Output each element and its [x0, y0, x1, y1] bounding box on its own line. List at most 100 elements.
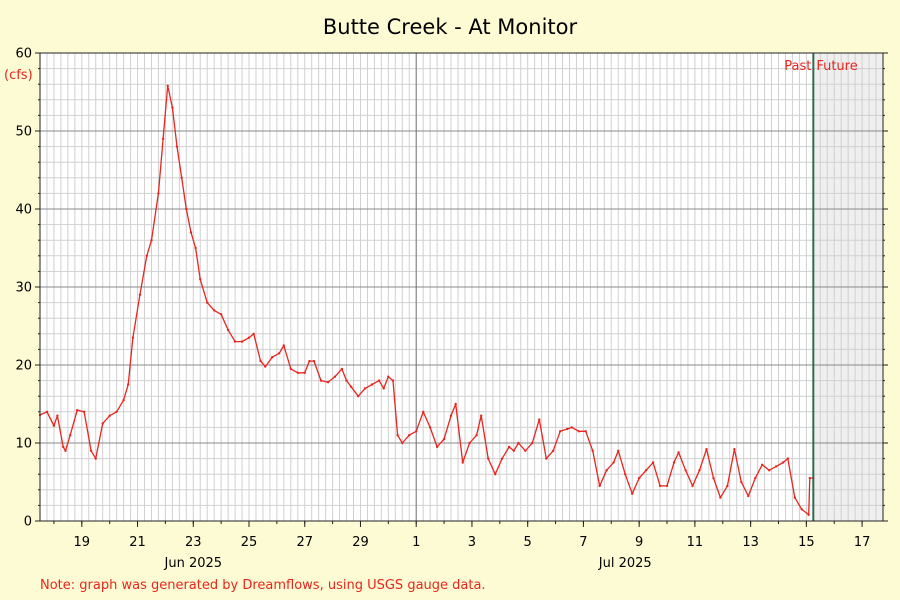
x-tick-label: 9 — [635, 535, 643, 550]
x-tick-label: 21 — [129, 535, 146, 550]
future-label: Future — [816, 59, 857, 74]
flow-data-point — [512, 449, 515, 452]
flow-data-point — [303, 371, 306, 374]
flow-data-point — [161, 137, 165, 140]
flow-data-point — [591, 449, 594, 452]
flow-data-point — [194, 246, 197, 250]
flow-data-point — [598, 484, 601, 488]
flow-data-point — [199, 278, 202, 281]
flow-data-point — [401, 441, 404, 445]
flow-data-point — [382, 387, 385, 390]
flow-data-point — [171, 106, 174, 109]
y-tick-label: 60 — [15, 47, 32, 62]
flow-data-point — [252, 332, 255, 335]
x-tick-label: 1 — [412, 535, 420, 550]
flow-data-point — [631, 492, 634, 495]
flow-data-point — [377, 379, 381, 382]
flow-data-point — [259, 359, 262, 363]
flow-data-point — [396, 434, 399, 437]
flow-data-point — [517, 441, 520, 445]
flow-data-point — [150, 239, 153, 242]
flow-data-point — [712, 476, 715, 480]
y-axis-unit-label: (cfs) — [4, 68, 33, 83]
flow-data-point — [138, 293, 142, 296]
x-tick-label: 19 — [74, 535, 91, 550]
flow-data-point — [461, 461, 464, 464]
flow-data-point — [808, 476, 811, 480]
x-tick-label: 15 — [798, 535, 815, 550]
flow-data-point — [115, 410, 118, 413]
flow-data-point — [584, 430, 587, 433]
flow-data-point — [289, 367, 292, 371]
flow-data-point — [415, 430, 418, 433]
past-label: Past — [784, 59, 811, 74]
flow-data-point — [781, 461, 785, 464]
x-tick-label: 3 — [468, 535, 476, 550]
flow-data-point — [480, 414, 483, 417]
flow-data-point — [442, 437, 446, 441]
flow-data-point — [684, 469, 687, 472]
flow-data-point — [605, 469, 608, 472]
flow-data-point — [612, 461, 615, 464]
flow-data-point — [500, 457, 504, 460]
y-tick-label: 40 — [15, 203, 32, 218]
flow-data-point — [487, 457, 490, 460]
x-tick-label: 13 — [742, 535, 759, 550]
flow-data-point — [570, 426, 573, 429]
flow-data-point — [638, 476, 641, 480]
x-tick-label: 29 — [352, 535, 369, 550]
y-tick-label: 50 — [15, 125, 32, 140]
flow-data-point — [768, 469, 771, 472]
x-tick-label: 17 — [854, 535, 871, 550]
flow-data-point — [454, 402, 457, 406]
flow-data-point — [665, 484, 669, 488]
flow-data-point — [131, 336, 135, 339]
flow-data-point — [271, 356, 274, 359]
flow-data-point — [89, 449, 93, 452]
flow-data-point — [391, 379, 395, 382]
flow-data-point — [449, 414, 453, 417]
flow-data-point — [468, 441, 471, 445]
flow-data-point — [52, 424, 56, 427]
flow-data-point — [705, 448, 708, 451]
flow-data-point — [428, 426, 432, 429]
x-tick-label: 27 — [296, 535, 313, 550]
x-tick-label: 25 — [241, 535, 258, 550]
flow-data-point — [363, 387, 367, 390]
flow-data-point — [494, 473, 497, 476]
flow-data-point — [800, 508, 803, 511]
flow-data-point — [747, 494, 750, 498]
flow-data-point — [219, 313, 223, 316]
flow-data-point — [719, 496, 722, 499]
flow-data-point — [658, 484, 662, 488]
flow-data-point — [552, 449, 555, 452]
flow-data-point — [145, 254, 148, 257]
month-label: Jul 2025 — [598, 556, 652, 571]
flow-data-point — [559, 430, 562, 433]
y-tick-label: 10 — [15, 437, 32, 452]
flow-data-point — [56, 414, 59, 417]
flow-series-line — [39, 85, 814, 516]
flow-data-point — [282, 344, 285, 347]
flow-data-point — [475, 434, 478, 437]
month-label: Jun 2025 — [164, 556, 223, 571]
flow-data-point — [786, 457, 789, 460]
x-tick-label: 7 — [579, 535, 587, 550]
flow-data-point — [350, 385, 353, 388]
flow-data-point — [108, 414, 111, 417]
flow-data-point — [206, 301, 209, 304]
flow-data-point — [387, 375, 390, 378]
flow-data-point — [122, 398, 125, 402]
flow-data-point — [531, 441, 534, 445]
flow-data-point — [624, 473, 627, 476]
flow-data-point — [180, 176, 183, 179]
flow-data-point — [524, 449, 527, 452]
flow-data-point — [761, 463, 764, 466]
flow-data-point — [326, 381, 330, 384]
flow-data-point — [76, 409, 79, 412]
flow-data-point — [408, 434, 411, 437]
flow-data-point — [189, 231, 193, 234]
flow-data-point — [278, 352, 281, 355]
